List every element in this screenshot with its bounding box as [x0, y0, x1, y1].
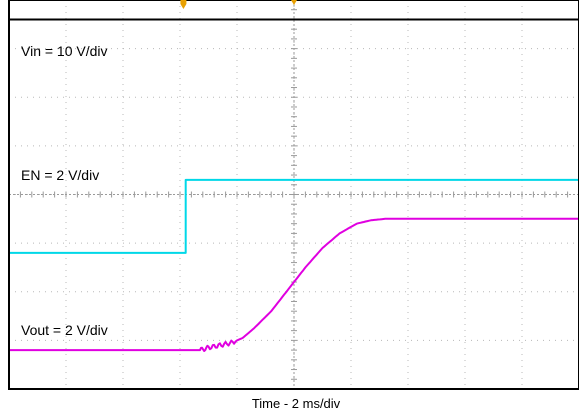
en-trace — [9, 178, 579, 254]
graticule-grid — [9, 0, 579, 389]
center-time-marker — [291, 0, 297, 5]
vout-trace — [9, 217, 579, 352]
trace-layer — [9, 18, 579, 352]
trigger-marker-layer — [180, 0, 297, 9]
vin-label: Vin = 10 V/div — [21, 43, 108, 59]
plot-frame — [8, 0, 579, 390]
trigger-position-marker — [180, 0, 187, 9]
x-axis-label: Time - 2 ms/div — [252, 396, 341, 411]
en-label: EN = 2 V/div — [21, 167, 99, 183]
vout-label: Vout = 2 V/div — [21, 322, 108, 338]
